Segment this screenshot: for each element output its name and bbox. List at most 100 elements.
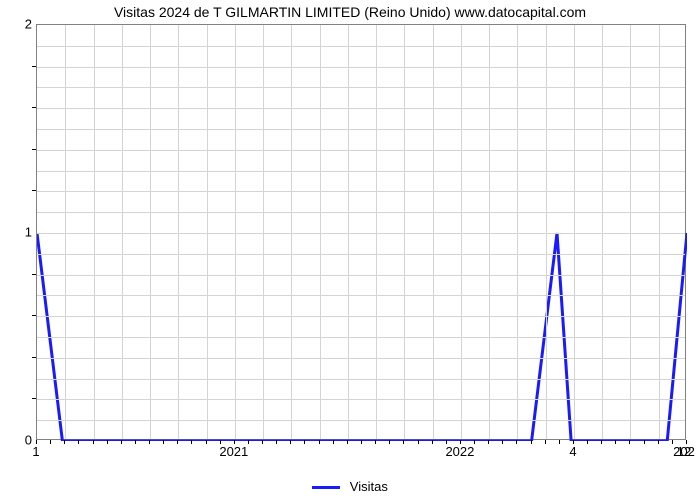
x-axis-minor-tick bbox=[545, 440, 546, 444]
y-axis-minor-tick bbox=[32, 357, 36, 358]
x-axis-minor-tick bbox=[658, 440, 659, 444]
x-axis-minor-tick bbox=[347, 440, 348, 444]
x-axis-minor-tick bbox=[319, 440, 320, 444]
chart-title: Visitas 2024 de T GILMARTIN LIMITED (Rei… bbox=[0, 4, 700, 20]
x-axis-minor-tick bbox=[516, 440, 517, 444]
gridline-vertical bbox=[207, 25, 208, 439]
gridline-horizontal bbox=[37, 254, 685, 255]
gridline-horizontal bbox=[37, 150, 685, 151]
x-axis-minor-tick bbox=[432, 440, 433, 444]
gridline-horizontal bbox=[37, 420, 685, 421]
x-axis-minor-tick bbox=[403, 440, 404, 444]
y-axis-minor-tick bbox=[32, 274, 36, 275]
x-axis-minor-tick bbox=[304, 440, 305, 444]
gridline-horizontal bbox=[37, 212, 685, 213]
x-axis-tick-label: 202 bbox=[673, 444, 695, 459]
gridline-vertical bbox=[602, 25, 603, 439]
gridline-vertical bbox=[320, 25, 321, 439]
gridline-vertical bbox=[376, 25, 377, 439]
x-axis-minor-tick bbox=[587, 440, 588, 444]
x-axis-minor-tick bbox=[220, 440, 221, 444]
x-axis-minor-tick bbox=[531, 440, 532, 444]
gridline-vertical bbox=[404, 25, 405, 439]
x-axis-minor-tick bbox=[290, 440, 291, 444]
gridline-vertical bbox=[150, 25, 151, 439]
gridline-vertical bbox=[263, 25, 264, 439]
gridline-vertical bbox=[433, 25, 434, 439]
gridline-horizontal bbox=[37, 129, 685, 130]
x-axis-minor-tick bbox=[191, 440, 192, 444]
gridline-vertical bbox=[461, 25, 462, 439]
legend-label: Visitas bbox=[350, 479, 388, 494]
gridline-vertical bbox=[94, 25, 95, 439]
x-axis-minor-tick bbox=[135, 440, 136, 444]
x-axis-minor-tick bbox=[474, 440, 475, 444]
x-axis-minor-tick bbox=[629, 440, 630, 444]
gridline-horizontal bbox=[37, 379, 685, 380]
y-axis-tick-label: 0 bbox=[18, 433, 32, 448]
gridline-vertical bbox=[235, 25, 236, 439]
x-axis-minor-tick bbox=[50, 440, 51, 444]
x-axis-minor-tick bbox=[149, 440, 150, 444]
gridline-vertical bbox=[659, 25, 660, 439]
gridline-horizontal bbox=[37, 399, 685, 400]
x-axis-minor-tick bbox=[262, 440, 263, 444]
x-axis-minor-tick bbox=[672, 440, 673, 444]
x-axis-tick-label: 4 bbox=[569, 444, 576, 459]
x-axis-minor-tick bbox=[93, 440, 94, 444]
x-axis-minor-tick bbox=[36, 440, 37, 444]
y-axis-minor-tick bbox=[32, 149, 36, 150]
x-axis-minor-tick bbox=[418, 440, 419, 444]
x-axis-tick-label: 1 bbox=[32, 444, 39, 459]
x-axis-minor-tick bbox=[276, 440, 277, 444]
x-axis-minor-tick bbox=[64, 440, 65, 444]
x-axis-minor-tick bbox=[460, 440, 461, 444]
y-axis-minor-tick bbox=[32, 66, 36, 67]
x-axis-minor-tick bbox=[163, 440, 164, 444]
gridline-vertical bbox=[122, 25, 123, 439]
y-axis-minor-tick bbox=[32, 190, 36, 191]
x-axis-minor-tick bbox=[615, 440, 616, 444]
gridline-horizontal bbox=[37, 316, 685, 317]
x-axis-minor-tick bbox=[107, 440, 108, 444]
x-axis-minor-tick bbox=[333, 440, 334, 444]
x-axis-tick-label: 2021 bbox=[219, 444, 248, 459]
gridline-vertical bbox=[489, 25, 490, 439]
gridline-vertical bbox=[517, 25, 518, 439]
gridline-horizontal bbox=[37, 46, 685, 47]
gridline-horizontal bbox=[37, 295, 685, 296]
x-axis-minor-tick bbox=[573, 440, 574, 444]
legend: Visitas bbox=[0, 479, 700, 494]
gridline-horizontal bbox=[37, 67, 685, 68]
y-axis-minor-tick bbox=[32, 315, 36, 316]
legend-swatch bbox=[312, 486, 340, 489]
y-axis-minor-tick bbox=[32, 398, 36, 399]
gridline-horizontal bbox=[37, 337, 685, 338]
x-axis-minor-tick bbox=[389, 440, 390, 444]
x-axis-minor-tick bbox=[644, 440, 645, 444]
x-axis-minor-tick bbox=[488, 440, 489, 444]
x-axis-minor-tick bbox=[177, 440, 178, 444]
y-axis-minor-tick bbox=[32, 107, 36, 108]
gridline-horizontal bbox=[37, 171, 685, 172]
gridline-horizontal bbox=[37, 275, 685, 276]
x-axis-minor-tick bbox=[446, 440, 447, 444]
gridline-horizontal bbox=[37, 358, 685, 359]
x-axis-minor-tick bbox=[121, 440, 122, 444]
plot-area bbox=[36, 24, 686, 440]
gridline-vertical bbox=[574, 25, 575, 439]
x-axis-minor-tick bbox=[601, 440, 602, 444]
gridline-vertical bbox=[546, 25, 547, 439]
x-axis-minor-tick bbox=[78, 440, 79, 444]
gridline-vertical bbox=[291, 25, 292, 439]
x-axis-minor-tick bbox=[248, 440, 249, 444]
gridline-vertical bbox=[65, 25, 66, 439]
gridline-vertical bbox=[178, 25, 179, 439]
x-axis-minor-tick bbox=[686, 440, 687, 444]
x-axis-tick-label: 2022 bbox=[445, 444, 474, 459]
gridline-vertical bbox=[348, 25, 349, 439]
x-axis-minor-tick bbox=[206, 440, 207, 444]
x-axis-minor-tick bbox=[375, 440, 376, 444]
y-axis-tick-label: 1 bbox=[18, 225, 32, 240]
gridline-horizontal bbox=[37, 191, 685, 192]
